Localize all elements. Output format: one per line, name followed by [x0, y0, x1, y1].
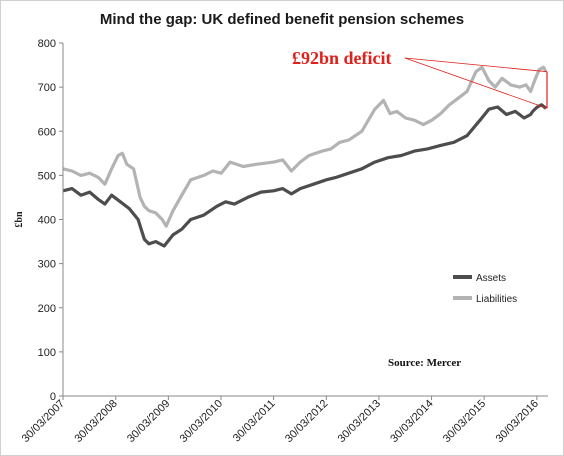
y-tick-label: 800: [38, 38, 56, 50]
x-tick-label: 30/03/2015: [441, 398, 488, 445]
y-axis-label: £bn: [14, 211, 25, 228]
chart-title: Mind the gap: UK defined benefit pension…: [100, 11, 464, 28]
series-line-liabilities: [62, 65, 548, 228]
deficit-label: £92bn deficit: [292, 48, 392, 68]
legend-label-assets: Assets: [476, 273, 506, 284]
y-axis: 0 100 200 300 400 500 600 700 800: [38, 38, 63, 403]
y-tick-label: 100: [38, 347, 56, 359]
x-tick-label: 30/03/2016: [494, 398, 541, 445]
series-line-assets: [62, 103, 547, 248]
y-tick-label: 700: [38, 82, 56, 94]
deficit-leader-line: [404, 57, 548, 109]
x-tick-label: 30/03/2011: [231, 398, 278, 445]
x-tick-label: 30/03/2013: [336, 398, 383, 445]
legend-label-liabilities: Liabilities: [476, 294, 517, 305]
y-tick-label: 300: [38, 259, 56, 271]
deficit-callout: £92bn deficit: [292, 48, 548, 109]
series-layer: [62, 65, 548, 248]
y-tick-label: 400: [38, 215, 56, 227]
x-tick-label: 30/03/2009: [125, 398, 172, 445]
y-tick-label: 0: [50, 391, 56, 403]
x-tick-label: 30/03/2007: [20, 398, 67, 445]
x-tick-label: 30/03/2008: [72, 398, 119, 445]
y-tick-label: 200: [38, 303, 56, 315]
x-tick-label: 30/03/2012: [283, 398, 330, 445]
source-note: Source: Mercer: [388, 357, 461, 369]
x-tick-label: 30/03/2010: [178, 398, 225, 445]
y-tick-label: 600: [38, 126, 56, 138]
x-tick-label: 30/03/2014: [388, 398, 435, 445]
x-axis: 30/03/2007 30/03/2008 30/03/2009 30/03/2010…: [20, 396, 541, 445]
legend: Assets Liabilities: [453, 273, 517, 305]
deficit-leader-line: [404, 57, 548, 73]
y-tick-label: 500: [38, 170, 56, 182]
